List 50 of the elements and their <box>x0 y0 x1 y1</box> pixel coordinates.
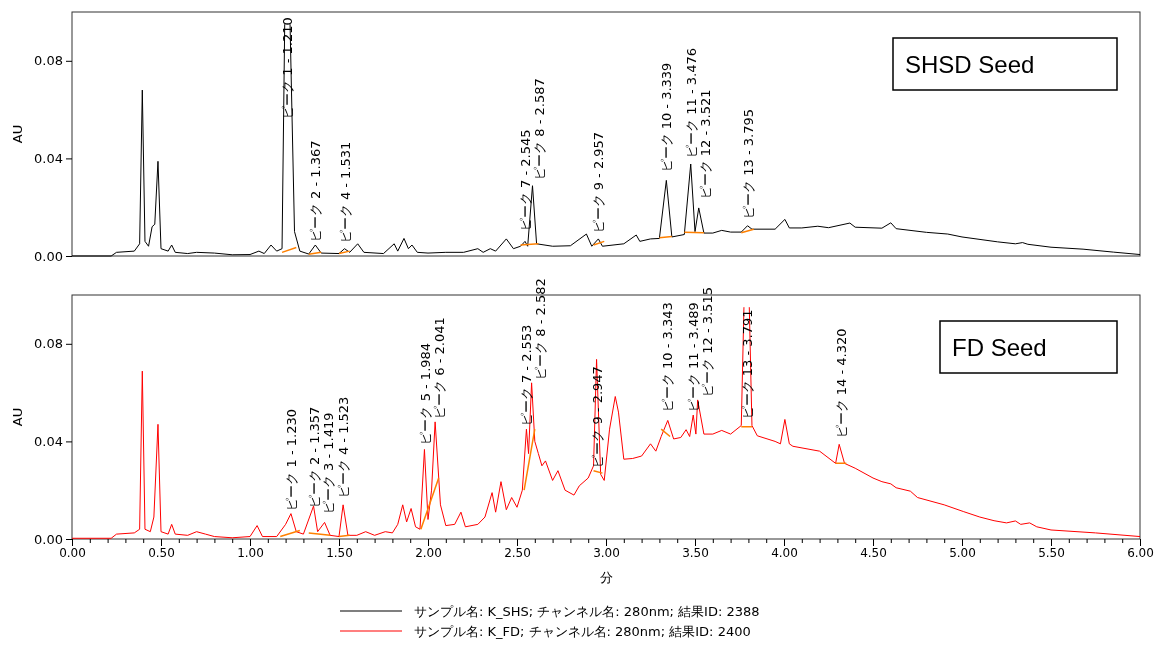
x-tick-label: 6.00 <box>1127 545 1154 560</box>
x-tick-label: 0.00 <box>59 545 86 560</box>
annotation: ピーク 12 - 3.521 <box>697 89 713 200</box>
annotation: ピーク 3 - 1.419 <box>320 412 336 515</box>
annotation: ピーク 7 - 2.545 <box>518 129 534 232</box>
x-tick-label: 0.50 <box>148 545 175 560</box>
annotation: ピーク 8 - 2.587 <box>532 78 548 180</box>
x-tick-label: 1.00 <box>237 545 264 560</box>
x-tick-label: 4.50 <box>860 545 887 560</box>
annotation: ピーク 6 - 2.041 <box>432 317 448 419</box>
y-tick-label: 0.08 <box>34 53 63 69</box>
y-axis-title: AU <box>10 407 25 427</box>
annotation: ピーク 13 - 3.791 <box>739 309 755 420</box>
annotation: ピーク 9 - 2.957 <box>591 131 607 234</box>
annotation: ピーク 14 - 4.320 <box>833 328 849 439</box>
x-tick-label: 2.50 <box>504 545 531 560</box>
annotation: ピーク 7 - 2.553 <box>519 324 535 427</box>
annotation: ピーク 10 - 3.339 <box>659 62 675 173</box>
annotation: ピーク 2 - 1.367 <box>308 140 324 243</box>
annotation: ピーク 11 - 3.476 <box>683 47 699 158</box>
x-tick-label: 4.00 <box>771 545 798 560</box>
legend-label: サンプル名: K_FD; チャンネル名: 280nm; 結果ID: 2400 <box>414 624 751 639</box>
y-tick-label: 0.08 <box>34 336 63 352</box>
x-tick-label: 5.50 <box>1038 545 1065 560</box>
y-tick-label: 0.04 <box>34 151 63 167</box>
x-tick-label: 3.00 <box>593 545 620 560</box>
annotation: ピーク 1 - 1.230 <box>283 409 299 511</box>
annotation: ピーク 1 - 1.210 <box>280 17 296 119</box>
text: SHSD Seed <box>905 51 1035 78</box>
annotation: ピーク 9 - 2.947 <box>589 366 605 468</box>
annotation: ピーク 10 - 3.343 <box>660 302 676 413</box>
text: FD Seed <box>952 334 1047 361</box>
y-tick-label: 0.00 <box>34 248 63 264</box>
annotation: ピーク 8 - 2.582 <box>533 278 549 380</box>
annotation: ピーク 12 - 3.515 <box>700 287 716 397</box>
annotation: ピーク 4 - 1.531 <box>337 141 353 244</box>
annotation: ピーク 5 - 1.984 <box>418 342 434 445</box>
annotation: ピーク 13 - 3.795 <box>740 108 756 219</box>
legend-label: サンプル名: K_SHS; チャンネル名: 280nm; 結果ID: 2388 <box>414 604 760 619</box>
annotation: ピーク 4 - 1.523 <box>336 396 352 499</box>
y-tick-label: 0.00 <box>34 531 63 547</box>
x-tick-label: 2.00 <box>415 545 442 560</box>
y-tick-label: 0.04 <box>34 434 63 450</box>
x-tick-label: 3.50 <box>682 545 709 560</box>
annotation: ピーク 11 - 3.489 <box>686 302 702 413</box>
y-axis-title: AU <box>10 124 25 144</box>
x-tick-label: 5.00 <box>949 545 976 560</box>
x-tick-label: 1.50 <box>326 545 353 560</box>
x-axis-title: 分 <box>599 570 613 585</box>
annotation: ピーク 2 - 1.357 <box>306 406 322 509</box>
